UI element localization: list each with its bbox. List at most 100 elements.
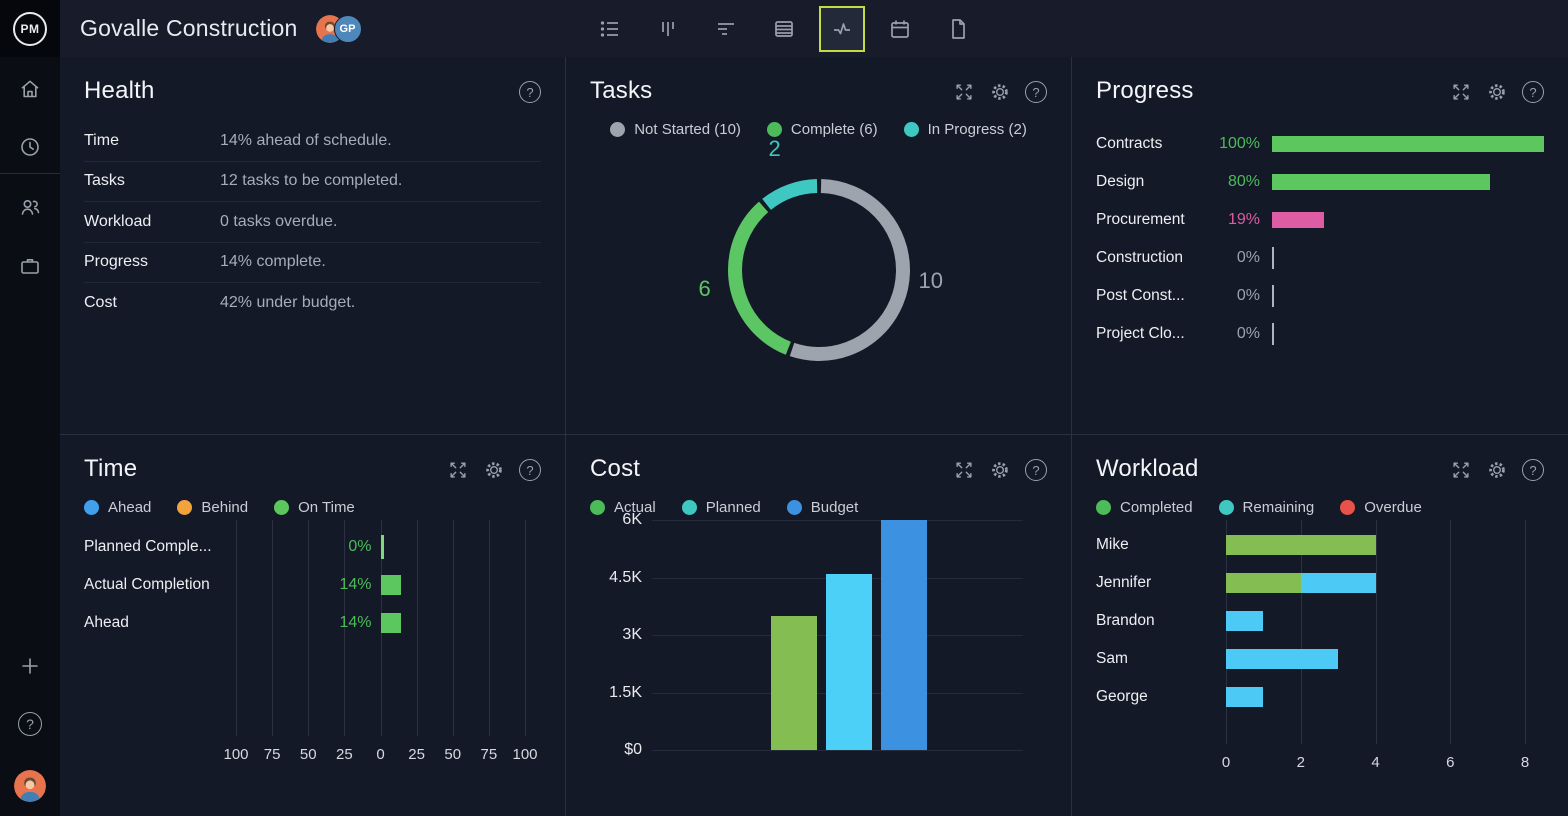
legend-label: Ahead xyxy=(108,499,152,516)
legend-item-not-started[interactable]: Not Started (10) xyxy=(610,121,741,138)
board-view-button[interactable] xyxy=(645,6,691,52)
expand-icon[interactable] xyxy=(447,459,469,481)
gantt-view-button[interactable] xyxy=(703,6,749,52)
app-logo[interactable]: PM xyxy=(0,0,60,57)
axis-tick: 6 xyxy=(1446,754,1455,771)
workload-legend: Completed Remaining Overdue xyxy=(1096,499,1544,516)
legend-item-in-progress[interactable]: In Progress (2) xyxy=(903,121,1027,138)
progress-bar xyxy=(1272,136,1544,152)
project-title: Govalle Construction xyxy=(80,15,298,41)
donut-value-in-progress: 2 xyxy=(768,136,781,161)
briefcase-icon xyxy=(21,259,39,274)
gridline xyxy=(272,520,274,736)
workload-gridlines xyxy=(1226,520,1526,744)
sidebar-add-button[interactable] xyxy=(0,646,60,686)
progress-rows: Contracts 100% Design 80% Procurement 19… xyxy=(1096,125,1544,353)
phase-percent: 100% xyxy=(1219,135,1260,152)
progress-row: Project Clo... 0% xyxy=(1096,315,1544,353)
help-icon[interactable]: ? xyxy=(519,81,541,103)
legend-label: Overdue xyxy=(1364,499,1422,516)
time-bar xyxy=(380,535,384,559)
gridline xyxy=(416,520,418,736)
axis-tick: 1.5K xyxy=(609,683,642,701)
time-row: Planned Comple... 0% xyxy=(84,528,525,566)
expand-icon[interactable] xyxy=(1450,81,1472,103)
list-icon xyxy=(600,20,618,37)
gear-icon[interactable] xyxy=(1486,81,1508,103)
gear-icon[interactable] xyxy=(1486,459,1508,481)
axis-tick: 50 xyxy=(444,746,462,763)
time-rows: Planned Comple... 0% Actual Completion 1… xyxy=(84,528,525,642)
sheet-view-button[interactable] xyxy=(761,6,807,52)
workload-row: George xyxy=(1096,678,1525,716)
files-view-button[interactable] xyxy=(935,6,981,52)
cost-chart: 6K 4.5K 3K 1.5K $0 xyxy=(590,511,1047,772)
legend-item-overdue[interactable]: Overdue xyxy=(1340,499,1422,516)
workload-segment-completed xyxy=(1226,535,1376,555)
help-icon[interactable]: ? xyxy=(1025,81,1047,103)
bar-track xyxy=(1272,285,1544,307)
sidebar-help-button[interactable]: ? xyxy=(0,704,60,744)
file-icon xyxy=(952,18,965,39)
health-row-value: 12 tasks to be completed. xyxy=(220,172,403,190)
legend-item-ahead[interactable]: Ahead xyxy=(84,499,151,516)
workload-panel-title: Workload xyxy=(1096,455,1199,482)
sidebar-item-timesheets[interactable] xyxy=(0,127,60,167)
workload-segment-remaining xyxy=(1226,687,1264,707)
bar-track xyxy=(1226,535,1525,555)
legend-item-behind[interactable]: Behind xyxy=(177,499,248,516)
tasks-panel: Tasks ? Not Started (10) Complete (6) xyxy=(566,57,1071,434)
person-label: George xyxy=(1096,688,1148,705)
legend-dot xyxy=(84,500,99,515)
legend-item-on-time[interactable]: On Time xyxy=(274,499,355,516)
sidebar-item-team[interactable] xyxy=(0,187,60,227)
sidebar-item-portfolio[interactable] xyxy=(0,246,60,286)
legend-item-planned[interactable]: Planned xyxy=(681,499,761,516)
metric-percent: 0% xyxy=(348,538,372,555)
gear-icon[interactable] xyxy=(989,459,1011,481)
metric-percent: 14% xyxy=(339,576,372,593)
health-row-time: Time 14% ahead of schedule. xyxy=(84,121,541,162)
legend-item-budget[interactable]: Budget xyxy=(786,499,858,516)
view-toolbar xyxy=(587,0,981,57)
gear-icon[interactable] xyxy=(989,81,1011,103)
legend-item-completed[interactable]: Completed xyxy=(1096,499,1193,516)
workload-row: Sam xyxy=(1096,640,1525,678)
legend-item-complete[interactable]: Complete (6) xyxy=(766,121,878,138)
health-row-label: Time xyxy=(84,131,119,149)
health-panel-title: Health xyxy=(84,77,155,104)
cost-bar-planned xyxy=(825,573,872,750)
legend-label: Remaining xyxy=(1242,499,1315,516)
member-avatar-initials[interactable]: GP xyxy=(333,14,362,43)
expand-icon[interactable] xyxy=(1450,459,1472,481)
health-row-label: Workload xyxy=(84,212,152,230)
user-avatar[interactable] xyxy=(14,770,46,802)
legend-item-remaining[interactable]: Remaining xyxy=(1218,499,1315,516)
donut-slice-in-progress xyxy=(727,179,910,361)
legend-dot xyxy=(786,500,802,515)
help-icon[interactable]: ? xyxy=(1522,459,1544,481)
calendar-view-button[interactable] xyxy=(877,6,923,52)
metric-percent: 14% xyxy=(339,614,372,631)
sidebar-item-home[interactable] xyxy=(0,69,60,109)
phase-percent: 19% xyxy=(1227,211,1260,228)
help-icon[interactable]: ? xyxy=(519,459,541,481)
help-icon[interactable]: ? xyxy=(1522,81,1544,103)
expand-icon[interactable] xyxy=(953,81,975,103)
tasks-panel-title: Tasks xyxy=(590,77,653,104)
list-view-button[interactable] xyxy=(587,6,633,52)
cost-panel: Cost ? Actual Planned Bu xyxy=(566,435,1071,816)
progress-panel-title: Progress xyxy=(1096,77,1194,104)
help-icon[interactable]: ? xyxy=(1025,459,1047,481)
health-row-value: 0 tasks overdue. xyxy=(220,212,338,230)
left-sidebar: ? xyxy=(0,57,60,816)
axis-tick: $0 xyxy=(624,741,642,758)
dashboard-view-button[interactable] xyxy=(819,5,865,52)
gridline xyxy=(308,520,310,736)
person-label: Mike xyxy=(1096,536,1129,553)
legend-item-actual[interactable]: Actual xyxy=(590,499,656,516)
donut-svg xyxy=(727,179,910,361)
expand-icon[interactable] xyxy=(953,459,975,481)
gear-icon[interactable] xyxy=(483,459,505,481)
gridline xyxy=(1300,520,1302,744)
